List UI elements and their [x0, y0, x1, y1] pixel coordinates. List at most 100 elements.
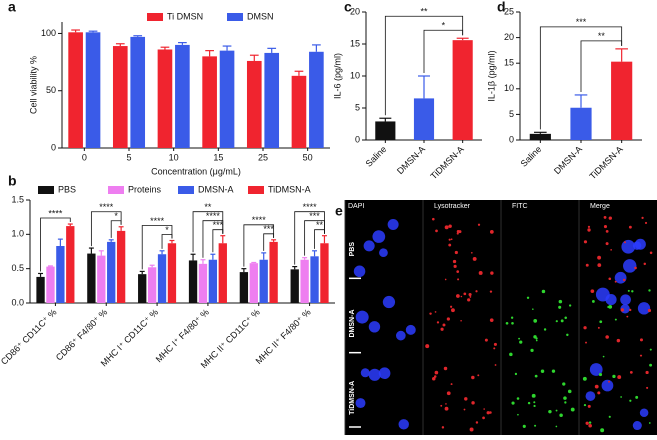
bar	[202, 56, 217, 149]
significance-bracket	[243, 224, 275, 267]
puncta	[629, 370, 633, 374]
puncta	[436, 321, 440, 324]
legend-swatch	[248, 186, 264, 194]
column-label: Lysotracker	[434, 203, 471, 210]
puncta	[456, 270, 460, 273]
bar	[219, 50, 235, 148]
puncta	[535, 339, 538, 342]
x-tick-label: MHC II⁺ F4/80⁺ %	[254, 307, 313, 366]
puncta	[448, 243, 452, 247]
puncta	[620, 308, 625, 312]
puncta	[617, 375, 622, 379]
puncta	[635, 395, 639, 399]
bar	[290, 269, 299, 303]
x-tick-label: Saline	[364, 144, 389, 169]
nucleus	[621, 239, 636, 254]
puncta	[477, 374, 480, 377]
bar	[175, 44, 190, 149]
significance-bracket-text: **	[204, 202, 212, 212]
puncta	[549, 247, 554, 251]
column-label: FITC	[512, 203, 528, 210]
bar	[116, 230, 126, 303]
puncta	[628, 308, 632, 312]
puncta	[555, 409, 558, 412]
significance-bracket	[141, 225, 173, 270]
nucleus	[355, 310, 369, 324]
significance-bracket	[539, 26, 623, 130]
puncta	[634, 266, 637, 270]
significance-bracket-text: ***	[263, 224, 274, 234]
bar	[147, 267, 157, 303]
puncta	[510, 316, 514, 319]
puncta	[629, 399, 632, 402]
puncta	[594, 384, 599, 389]
puncta	[516, 397, 520, 400]
significance-bracket-text: **	[420, 7, 428, 17]
significance-bracket-text: **	[316, 220, 324, 230]
puncta	[442, 323, 446, 327]
puncta	[564, 316, 567, 320]
bar	[46, 266, 55, 303]
nucleus	[623, 259, 637, 273]
x-tick-label: 0	[82, 152, 87, 162]
puncta	[450, 383, 453, 386]
significance-bracket-text: *	[442, 21, 446, 31]
puncta	[631, 290, 634, 293]
puncta	[614, 318, 617, 321]
nucleus	[405, 324, 416, 335]
y-tick-label: 1.5	[11, 194, 24, 204]
puncta	[628, 225, 632, 229]
significance-bracket	[161, 234, 173, 249]
puncta	[648, 422, 651, 424]
y-tick-label: 0.5	[11, 263, 24, 273]
legend-swatch	[38, 186, 54, 194]
puncta	[535, 263, 538, 267]
legend-swatch	[227, 13, 243, 21]
puncta	[555, 425, 558, 428]
puncta	[493, 342, 497, 346]
puncta	[468, 292, 472, 297]
puncta	[605, 229, 609, 233]
puncta	[532, 308, 534, 310]
puncta	[560, 319, 564, 323]
nucleus	[363, 240, 375, 252]
puncta	[643, 262, 647, 266]
puncta	[432, 217, 435, 221]
bar	[157, 254, 167, 303]
nucleus	[378, 367, 391, 380]
bar	[87, 253, 96, 303]
puncta	[622, 278, 626, 282]
bar	[249, 263, 258, 303]
puncta	[599, 320, 603, 324]
puncta	[583, 403, 587, 407]
puncta	[444, 225, 449, 230]
puncta	[467, 298, 471, 302]
puncta	[568, 304, 572, 307]
puncta	[588, 421, 592, 424]
puncta	[541, 289, 546, 294]
legend-label: Ti DMSN	[167, 11, 203, 21]
puncta	[639, 354, 643, 357]
y-tick-label: 20	[504, 32, 514, 42]
puncta	[482, 416, 485, 420]
puncta	[603, 225, 608, 229]
puncta	[533, 335, 537, 339]
puncta	[458, 230, 462, 234]
puncta	[649, 348, 652, 351]
puncta	[450, 238, 453, 241]
puncta	[533, 319, 538, 323]
bar	[452, 40, 473, 140]
column-label: DAPI	[348, 203, 364, 210]
significance-bracket-text: *	[165, 225, 169, 235]
panel-label: a	[8, 0, 16, 15]
bar	[198, 263, 208, 303]
puncta	[616, 338, 621, 343]
puncta	[608, 216, 612, 220]
puncta	[448, 224, 452, 228]
puncta	[608, 304, 613, 309]
puncta	[469, 296, 472, 298]
puncta	[444, 278, 447, 281]
bar	[218, 243, 227, 303]
bar	[56, 246, 65, 303]
panel-label: c	[344, 0, 352, 15]
